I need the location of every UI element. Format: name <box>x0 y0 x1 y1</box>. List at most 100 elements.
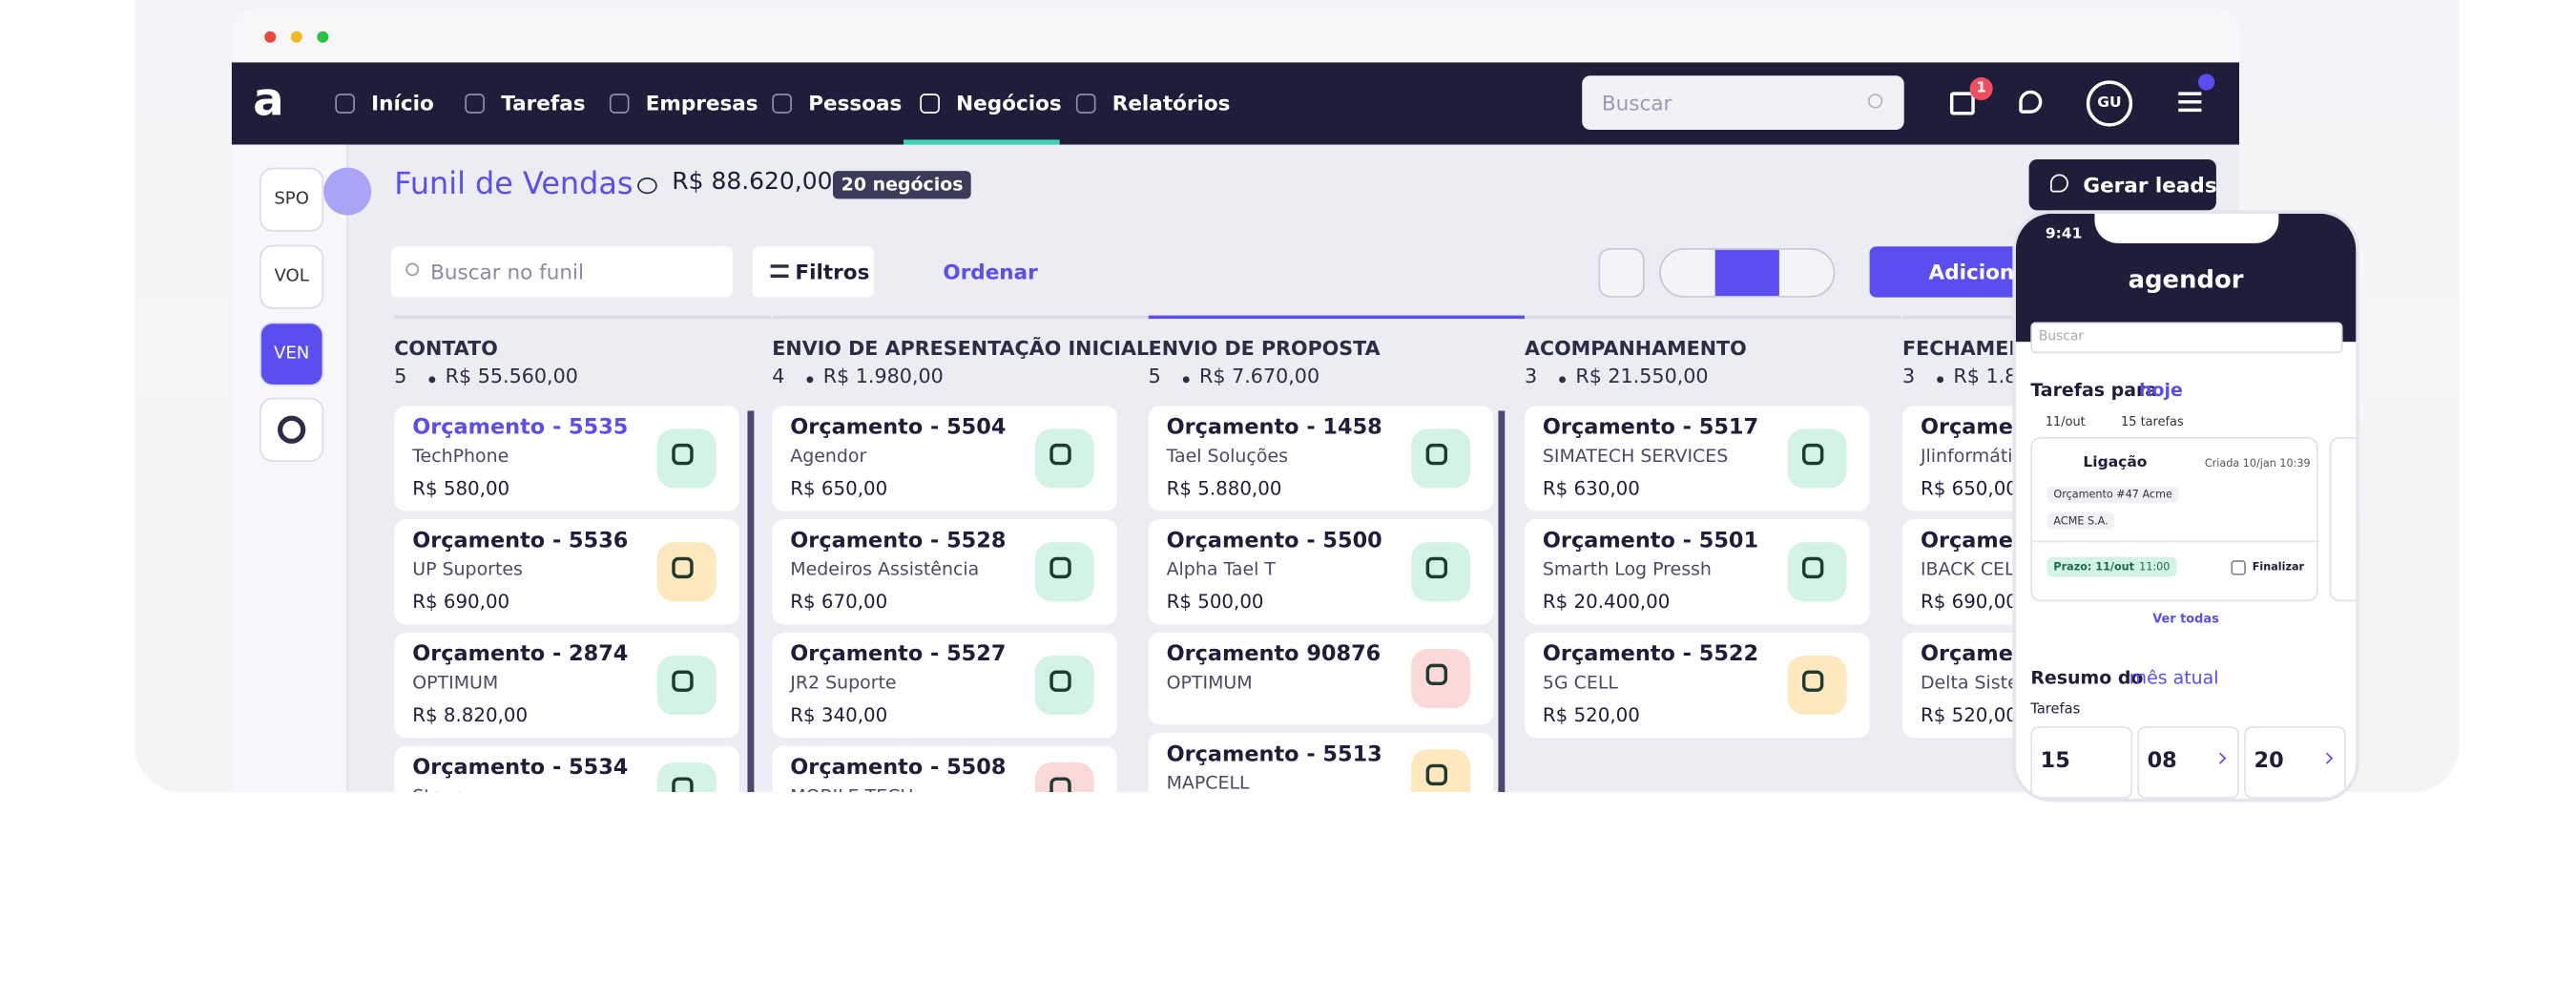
column-rule <box>1524 315 1901 320</box>
phone-search[interactable]: Buscar <box>2030 322 2343 354</box>
period-selector[interactable]: mês atual <box>2129 667 2219 689</box>
deal-company: MOBILE TECH <box>790 785 913 792</box>
status-glyph <box>1801 670 1824 692</box>
status-icon <box>1787 428 1847 489</box>
status-icon <box>1787 542 1847 602</box>
view-button[interactable] <box>1598 248 1645 298</box>
menu-dot <box>2197 73 2215 91</box>
status-icon <box>1411 649 1471 709</box>
nav-item[interactable]: Tarefas <box>501 90 586 115</box>
nav-item[interactable]: Relatórios <box>1111 90 1231 115</box>
deal-card[interactable]: Orçamento - 5522 5G CELL R$ 520,00 <box>1524 632 1870 739</box>
search-placeholder: Buscar <box>1601 90 1672 115</box>
nav-item[interactable]: Pessoas <box>808 90 903 115</box>
phone-notch <box>2094 213 2279 243</box>
generate-leads-button[interactable]: Gerar leads <box>2028 159 2217 211</box>
search-box[interactable]: Buscar <box>1582 75 1904 131</box>
status-glyph <box>1049 443 1071 466</box>
deal-card[interactable]: Orçamento - 5527 JR2 Suporte R$ 340,00 <box>772 632 1117 739</box>
deal-company: JR2 Suporte <box>790 672 897 694</box>
expand-button[interactable] <box>323 167 372 216</box>
deal-company: IBACK CELL <box>1920 558 2025 580</box>
sidebar: SPO VOL VEN <box>231 144 349 792</box>
status-icon <box>1034 762 1094 792</box>
deal-card[interactable]: Orçamento - 5500 Alpha Tael T R$ 500,00 <box>1148 519 1494 625</box>
deal-title: Orçamento - 5527 <box>790 642 1007 668</box>
stat-box[interactable]: 08 <box>2137 726 2240 799</box>
filters-button[interactable]: Filtros <box>752 246 875 298</box>
see-all-link[interactable]: Ver todas <box>2152 611 2219 627</box>
nav-item[interactable]: Início <box>371 90 434 115</box>
deal-company: MAPCELL <box>1166 772 1250 792</box>
deal-value: R$ 500,00 <box>1166 590 1264 614</box>
deal-company: OPTIMUM <box>412 672 499 694</box>
column-count: 4 <box>772 365 785 388</box>
sort-button[interactable]: Ordenar <box>943 260 1038 284</box>
pipeline-button[interactable]: VEN <box>260 322 324 386</box>
deal-title: Orçamento - 5528 <box>790 529 1007 554</box>
status-icon <box>656 656 717 716</box>
status-icon <box>656 762 717 792</box>
deal-card[interactable]: Orçamento - 5508 MOBILE TECH <box>772 745 1117 792</box>
gift-icon[interactable] <box>1949 92 1975 115</box>
status-glyph <box>1049 670 1071 692</box>
deal-title: Orçamento - 5508 <box>790 756 1007 781</box>
button-label: Gerar leads <box>2083 172 2217 198</box>
deal-card[interactable]: Orçamento - 5535 TechPhone R$ 580,00 <box>394 406 739 511</box>
task-created: Criada 10/jan 10:39 <box>2204 456 2311 470</box>
rocket-icon[interactable] <box>2019 90 2043 114</box>
status-glyph <box>1049 777 1071 792</box>
deal-card[interactable]: Orçamento - 1458 Tael Soluções R$ 5.880,00 <box>1148 406 1494 511</box>
stat-value: 08 <box>2147 749 2177 775</box>
funnel-search[interactable]: Buscar no funil <box>390 246 733 298</box>
logo[interactable]: a <box>253 72 284 127</box>
deal-title: Orçamento - 5504 <box>790 415 1007 441</box>
window-dot <box>317 31 329 43</box>
stat-box[interactable]: 20 <box>2244 726 2346 799</box>
deal-value: R$ 580,00 <box>412 476 510 500</box>
status-glyph <box>1425 763 1448 786</box>
section-title: Resumo do <box>2030 667 2144 689</box>
pipeline-button[interactable]: VOL <box>260 244 324 309</box>
deal-card[interactable]: Orçamento - 5501 Smarth Log Pressh R$ 20.4… <box>1524 519 1870 625</box>
deal-card[interactable]: Orçamento - 2874 OPTIMUM R$ 8.820,00 <box>394 632 739 739</box>
stat-arrow <box>2321 752 2334 764</box>
column-rule <box>1148 315 1525 320</box>
deal-title: Orçamento - 5536 <box>412 529 629 554</box>
deal-title: Orçamento - 5522 <box>1542 642 1759 668</box>
view-toggle[interactable] <box>1659 248 1836 298</box>
menu-icon[interactable] <box>2178 92 2202 113</box>
column-name: ACOMPANHAMENTO <box>1524 336 1747 361</box>
deal-card[interactable]: Orçamento - 5536 UP Suportes R$ 690,00 <box>394 519 739 625</box>
column-rule <box>394 315 771 320</box>
due-date: Prazo: 11/out <box>2053 560 2134 574</box>
finish-checkbox[interactable] <box>2231 560 2246 575</box>
status-glyph <box>672 443 694 466</box>
deal-card[interactable]: Orçamento 90876 OPTIMUM <box>1148 632 1494 725</box>
deal-card[interactable]: Orçamento - 5517 SIMATECH SERVICES R$ 630,… <box>1524 406 1870 511</box>
task-card[interactable]: Ligação Criada 10/jan 10:39 Orçamento #47 … <box>2030 437 2320 602</box>
nav-item[interactable]: Empresas <box>645 90 758 115</box>
deal-card[interactable]: Orçamento - 5504 Agendor R$ 650,00 <box>772 406 1117 511</box>
separator-dot <box>806 376 814 384</box>
deal-value: R$ 650,00 <box>1920 476 2018 500</box>
settings-button[interactable] <box>260 397 324 462</box>
navbar: a Início Tarefas Empresas Pessoas Negócios Rel… <box>231 62 2240 145</box>
deal-company: Smarth Log Pressh <box>1542 558 1712 580</box>
column-total: R$ 7.670,00 <box>1199 365 1320 388</box>
menu-bar <box>2178 100 2202 104</box>
deal-title: Orçamento - 1458 <box>1166 415 1382 441</box>
column-count: 3 <box>1524 365 1538 388</box>
deal-value: R$ 520,00 <box>1920 702 2018 727</box>
deal-title: Orçamento - 5534 <box>412 756 629 781</box>
deal-card[interactable]: Orçamento - 5528 Medeiros Assistência R$ 6… <box>772 519 1117 625</box>
deal-card[interactable]: Orçamento - 5534 Stevey <box>394 745 739 792</box>
status-icon <box>1034 656 1094 716</box>
nav-icon <box>1075 94 1096 114</box>
status-glyph <box>1425 556 1448 579</box>
deal-card[interactable]: Orçamento - 5513 MAPCELL <box>1148 732 1494 792</box>
nav-item[interactable]: Negócios <box>956 90 1062 115</box>
avatar[interactable]: GU <box>2086 80 2133 127</box>
period-selector[interactable]: hoje <box>2138 379 2183 402</box>
pipeline-button[interactable]: SPO <box>260 167 324 232</box>
